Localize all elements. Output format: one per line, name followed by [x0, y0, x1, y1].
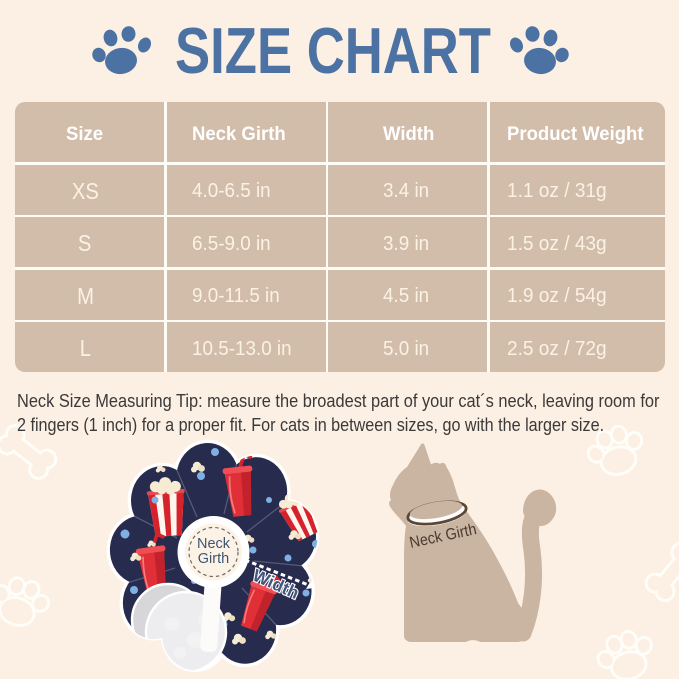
svg-text:Girth: Girth — [198, 551, 229, 567]
svg-text:Neck: Neck — [197, 536, 231, 552]
